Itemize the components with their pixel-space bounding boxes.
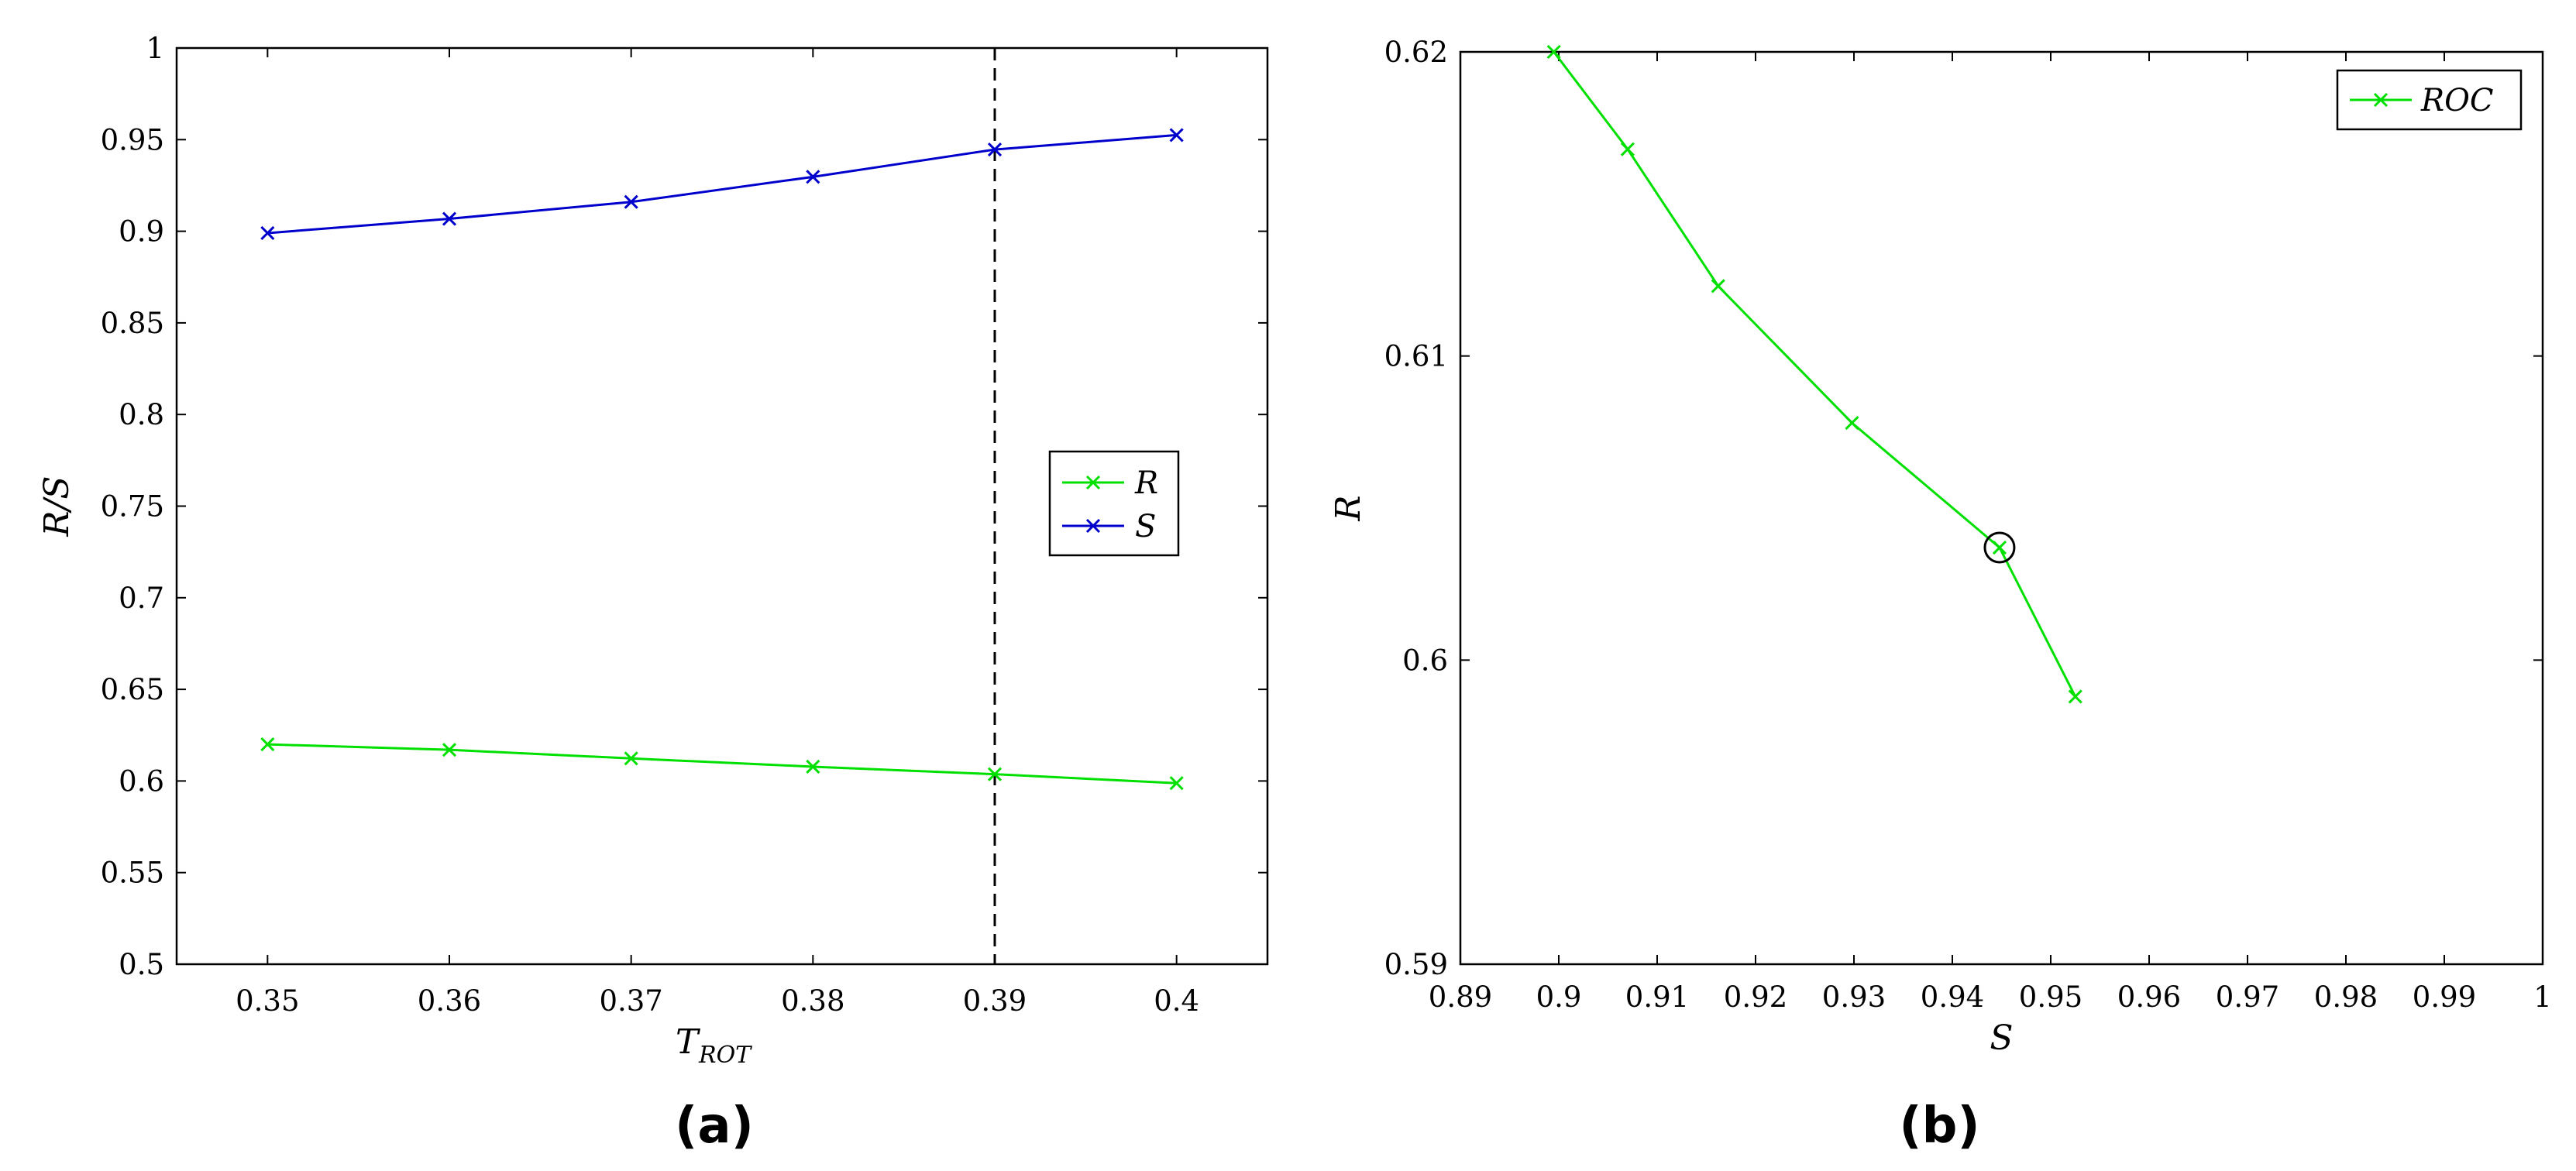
x-tick-label: 0.92 xyxy=(1724,980,1787,1014)
x-axis-label-subscript: ROT xyxy=(698,1042,752,1069)
data-point-r-stroke-2 xyxy=(442,743,457,757)
x-tick-label: 0.98 xyxy=(2314,980,2378,1014)
y-tick-label: 0.59 xyxy=(1384,948,1448,981)
y-tick-label: 0.6 xyxy=(1402,644,1448,677)
data-point-r xyxy=(442,743,457,757)
legend-swatch-marker-stroke-2 xyxy=(1085,475,1101,490)
data-point-roc xyxy=(1992,540,2007,555)
y-tick-label: 0.95 xyxy=(101,123,164,156)
data-point-s xyxy=(1169,128,1184,143)
x-tick-label: 0.4 xyxy=(1154,984,1199,1018)
data-point-s xyxy=(442,211,457,226)
legend-label: R xyxy=(1134,465,1158,501)
data-point-r xyxy=(1169,776,1184,791)
x-tick-label: 0.96 xyxy=(2117,980,2181,1014)
x-tick-label: 0.39 xyxy=(963,984,1027,1018)
x-tick-label: 0.36 xyxy=(418,984,481,1018)
data-point-s xyxy=(624,194,638,209)
y-tick-label: 0.5 xyxy=(119,948,164,981)
data-point-roc xyxy=(1620,142,1635,156)
x-tick-label: 0.93 xyxy=(1822,980,1886,1014)
chart-panel-b: 0.89 0.9 0.91 0.92 0.93 0.94 0.95 0.96 0.97 0.98 0… xyxy=(1329,36,2552,1155)
x-tick-label: 1 xyxy=(2533,980,2552,1014)
highlight-circle xyxy=(1983,531,2016,564)
x-axis-label: S xyxy=(1990,1018,2013,1058)
y-tick-label: 0.7 xyxy=(119,582,164,615)
data-point-roc-stroke-2 xyxy=(1845,415,1859,431)
legend-swatch-marker-stroke-2 xyxy=(1085,518,1101,534)
data-point-s-stroke-2 xyxy=(260,225,275,241)
series-line-roc xyxy=(1553,51,2077,698)
data-point-roc-stroke-2 xyxy=(2068,689,2082,704)
x-tick-label: 0.35 xyxy=(236,984,299,1018)
data-point-roc xyxy=(1845,415,1859,431)
data-point-roc xyxy=(1711,279,1725,294)
y-tick-label: 1 xyxy=(146,32,164,65)
x-tick-label: 0.89 xyxy=(1429,980,1492,1014)
data-point-s-stroke-2 xyxy=(806,170,820,184)
data-point-roc xyxy=(1546,44,1561,60)
legend-swatch-marker xyxy=(1085,518,1101,534)
y-tick-label: 0.6 xyxy=(119,764,164,798)
y-tick-label: 0.85 xyxy=(101,307,164,340)
y-axis-label: R xyxy=(1329,495,1368,521)
data-point-s-stroke-2 xyxy=(442,211,457,226)
legend-label: S xyxy=(1135,509,1156,544)
data-point-r xyxy=(806,759,820,774)
x-tick-label: 0.91 xyxy=(1625,980,1689,1014)
data-point-roc-stroke-2 xyxy=(1992,540,2007,555)
y-tick-label: 0.61 xyxy=(1384,340,1448,373)
data-point-s xyxy=(260,225,275,241)
data-point-s xyxy=(987,143,1003,157)
x-tick-label: 0.99 xyxy=(2413,980,2476,1014)
data-point-s xyxy=(806,170,820,184)
data-point-r-stroke-2 xyxy=(260,737,275,752)
y-tick-label: 0.8 xyxy=(119,398,164,431)
data-point-roc xyxy=(2068,689,2082,704)
data-point-roc-stroke-2 xyxy=(1546,44,1561,60)
data-point-r-stroke-2 xyxy=(624,751,638,766)
data-point-roc-stroke-2 xyxy=(1620,142,1635,156)
x-tick-label: 0.97 xyxy=(2216,980,2279,1014)
legend-box xyxy=(1048,450,1180,557)
data-point-roc-stroke-2 xyxy=(1711,279,1725,294)
data-point-s-stroke-2 xyxy=(624,194,638,209)
legend-label: ROC xyxy=(2420,83,2494,118)
panel-caption: (a) xyxy=(675,1097,754,1155)
data-point-r-stroke-2 xyxy=(806,759,820,774)
data-point-r-stroke-2 xyxy=(987,767,1003,781)
x-tick-label: 0.38 xyxy=(781,984,844,1018)
y-tick-label: 0.55 xyxy=(101,857,164,890)
x-axis-label-main: T xyxy=(676,1022,701,1062)
chart-panel-a: 0.35 0.36 0.37 0.38 0.39 0.4 0.5 0.55 0.6 0.65 0.7… xyxy=(37,32,1269,1155)
y-tick-label: 0.65 xyxy=(101,673,164,706)
data-point-r xyxy=(987,767,1003,781)
data-point-r-stroke-2 xyxy=(1169,776,1184,791)
data-point-r xyxy=(624,751,638,766)
x-tick-label: 0.94 xyxy=(1921,980,1984,1014)
y-axis-label: R/S xyxy=(37,476,77,537)
x-tick-label: 0.9 xyxy=(1536,980,1582,1014)
data-point-s-stroke-2 xyxy=(1169,128,1184,143)
y-tick-label: 0.9 xyxy=(119,215,164,249)
legend-swatch-marker-stroke-2 xyxy=(2373,92,2389,108)
x-tick-label: 0.95 xyxy=(2019,980,2082,1014)
data-point-r xyxy=(260,737,275,752)
data-point-s-stroke-2 xyxy=(987,143,1003,157)
y-tick-label: 0.75 xyxy=(101,490,164,524)
plot-frame xyxy=(1459,50,2544,966)
legend-swatch-marker xyxy=(2373,92,2389,108)
y-tick-label: 0.62 xyxy=(1384,36,1448,69)
panel-caption: (b) xyxy=(1899,1097,1979,1155)
series-line-r xyxy=(267,743,1177,785)
x-tick-label: 0.37 xyxy=(599,984,662,1018)
legend-swatch-marker xyxy=(1085,475,1101,490)
series-line-s xyxy=(267,133,1177,235)
